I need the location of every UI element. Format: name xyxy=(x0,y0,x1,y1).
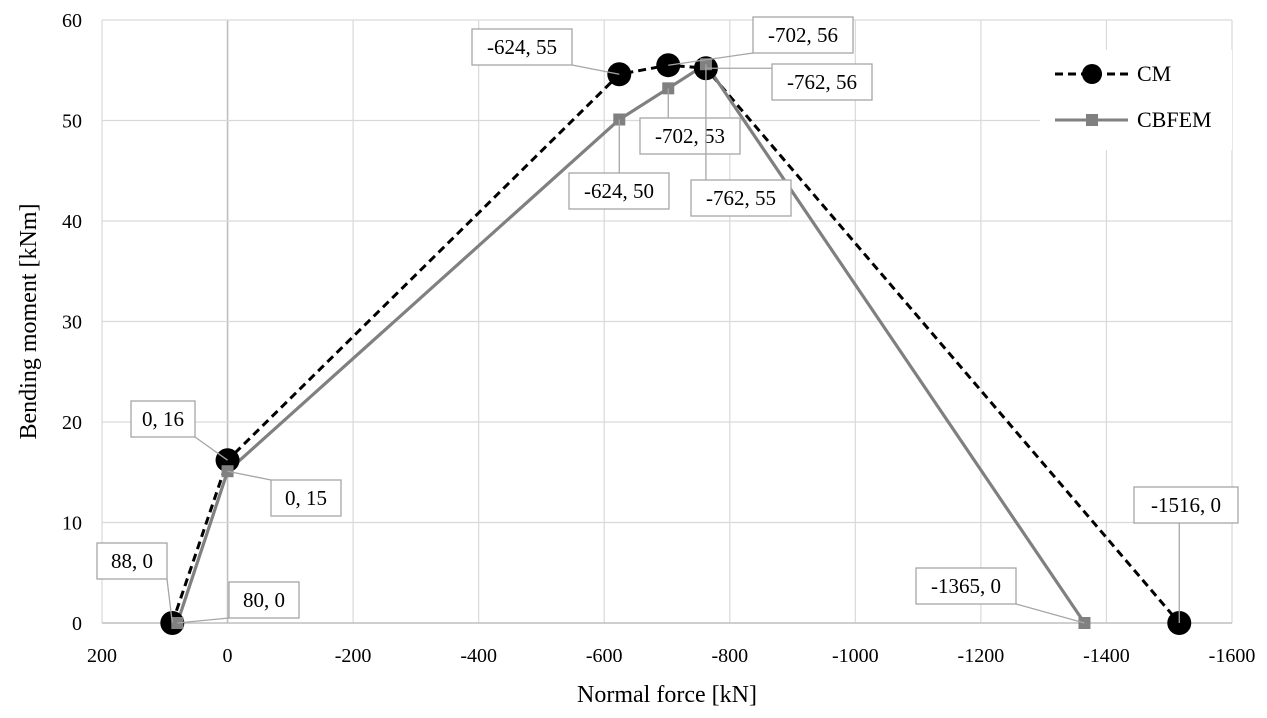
data-label: -702, 53 xyxy=(655,124,725,148)
x-tick-label: -1400 xyxy=(1083,645,1130,667)
callout-box xyxy=(752,16,854,54)
callout-box xyxy=(228,581,300,619)
callout-box xyxy=(639,117,741,155)
callout-box xyxy=(96,542,168,580)
x-tick-label: -1000 xyxy=(832,645,879,667)
y-tick-label: 20 xyxy=(62,412,82,434)
legend-background xyxy=(1040,50,1232,150)
legend: CM CBFEM xyxy=(1040,50,1232,150)
y-tick-label: 50 xyxy=(62,111,82,133)
legend-marker-cbfem xyxy=(1086,114,1098,126)
legend-label-cbfem: CBFEM xyxy=(1137,107,1212,132)
data-label: 0, 15 xyxy=(285,486,327,510)
y-tick-label: 30 xyxy=(62,312,82,334)
callout-leader xyxy=(668,52,754,66)
callout-leader xyxy=(571,64,620,75)
y-tick-label: 40 xyxy=(62,211,82,233)
x-tick-label: 0 xyxy=(223,645,233,667)
callout-box xyxy=(568,172,670,210)
y-axis-title: Bending moment [kNm] xyxy=(16,204,42,440)
data-label: -702, 56 xyxy=(768,23,838,47)
x-tick-label: -1600 xyxy=(1209,645,1256,667)
data-label: -762, 55 xyxy=(706,186,776,210)
series-line-cm xyxy=(170,63,1181,624)
x-tick-label: -600 xyxy=(586,645,623,667)
y-tick-label: 60 xyxy=(62,10,82,32)
callout-leader xyxy=(194,436,228,461)
data-label: -624, 50 xyxy=(584,179,654,203)
x-tick-label: -400 xyxy=(460,645,497,667)
legend-marker-cm xyxy=(1082,64,1102,84)
data-label: 0, 16 xyxy=(142,407,184,431)
callout-box xyxy=(1133,486,1239,524)
callout-leader xyxy=(166,578,173,624)
data-label: -624, 55 xyxy=(487,35,557,59)
x-tick-label: -200 xyxy=(335,645,372,667)
callout-box xyxy=(690,179,792,217)
legend-label-cm: CM xyxy=(1137,61,1171,86)
data-label: -1365, 0 xyxy=(931,574,1001,598)
x-tick-label: -1200 xyxy=(958,645,1005,667)
x-tick-label: 200 xyxy=(87,645,117,667)
data-labels: 88, 0 80, 0 0, 16 0, 15 -624, 55 -702, 56 -762… xyxy=(96,16,1239,624)
series-line-cbfem xyxy=(175,62,1086,624)
data-label: -1516, 0 xyxy=(1151,493,1221,517)
y-axis-ticks: 0 10 20 30 40 50 60 xyxy=(62,10,82,635)
data-label: 80, 0 xyxy=(243,588,285,612)
y-tick-label: 0 xyxy=(72,613,82,635)
callout-box xyxy=(270,479,342,517)
x-axis-ticks: 200 0 -200 -400 -600 -800 -1000 -1200 -1400 -1600 xyxy=(87,645,1255,667)
callout-box xyxy=(130,400,196,438)
x-axis-title: Normal force [kN] xyxy=(577,682,757,708)
y-tick-label: 10 xyxy=(62,513,82,535)
callout-leader xyxy=(1015,603,1085,624)
callout-box xyxy=(771,63,873,101)
callout-leader xyxy=(227,470,272,481)
data-label: -762, 56 xyxy=(787,70,857,94)
series-group xyxy=(160,53,1192,635)
data-label: 88, 0 xyxy=(111,549,153,573)
callout-box xyxy=(915,567,1017,605)
x-tick-label: -800 xyxy=(711,645,748,667)
callout-leader xyxy=(177,617,230,624)
callout-box xyxy=(471,28,573,66)
